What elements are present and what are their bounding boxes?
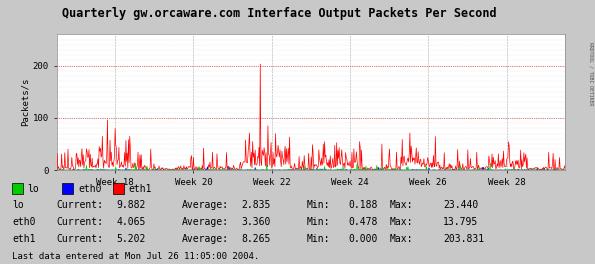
- Text: 203.831: 203.831: [443, 234, 484, 244]
- Text: 3.360: 3.360: [241, 217, 270, 227]
- Text: Min:: Min:: [306, 234, 330, 244]
- Text: Average:: Average:: [181, 200, 228, 210]
- Text: 0.188: 0.188: [348, 200, 377, 210]
- Text: Max:: Max:: [390, 234, 413, 244]
- Text: eth0: eth0: [12, 217, 35, 227]
- Text: RRDTOOL / TOBI OETIKER: RRDTOOL / TOBI OETIKER: [588, 42, 593, 106]
- Text: lo: lo: [12, 200, 24, 210]
- Text: Max:: Max:: [390, 217, 413, 227]
- Text: eth1: eth1: [12, 234, 35, 244]
- Text: 2.835: 2.835: [241, 200, 270, 210]
- Text: Min:: Min:: [306, 217, 330, 227]
- Text: 9.882: 9.882: [116, 200, 145, 210]
- Text: Max:: Max:: [390, 200, 413, 210]
- Text: 23.440: 23.440: [443, 200, 478, 210]
- Text: Average:: Average:: [181, 217, 228, 227]
- Text: 13.795: 13.795: [443, 217, 478, 227]
- Text: 5.202: 5.202: [116, 234, 145, 244]
- Text: 0.478: 0.478: [348, 217, 377, 227]
- Text: Last data entered at Mon Jul 26 11:05:00 2004.: Last data entered at Mon Jul 26 11:05:00…: [12, 252, 259, 261]
- Y-axis label: Packets/s: Packets/s: [21, 78, 30, 126]
- Text: Current:: Current:: [57, 217, 104, 227]
- Text: Quarterly gw.orcaware.com Interface Output Packets Per Second: Quarterly gw.orcaware.com Interface Outp…: [62, 7, 497, 20]
- Text: eth1: eth1: [129, 184, 152, 194]
- Text: Average:: Average:: [181, 234, 228, 244]
- Text: 0.000: 0.000: [348, 234, 377, 244]
- Text: Current:: Current:: [57, 200, 104, 210]
- Text: lo: lo: [27, 184, 39, 194]
- Text: 8.265: 8.265: [241, 234, 270, 244]
- Text: Min:: Min:: [306, 200, 330, 210]
- Text: 4.065: 4.065: [116, 217, 145, 227]
- Text: eth0: eth0: [78, 184, 101, 194]
- Text: Current:: Current:: [57, 234, 104, 244]
